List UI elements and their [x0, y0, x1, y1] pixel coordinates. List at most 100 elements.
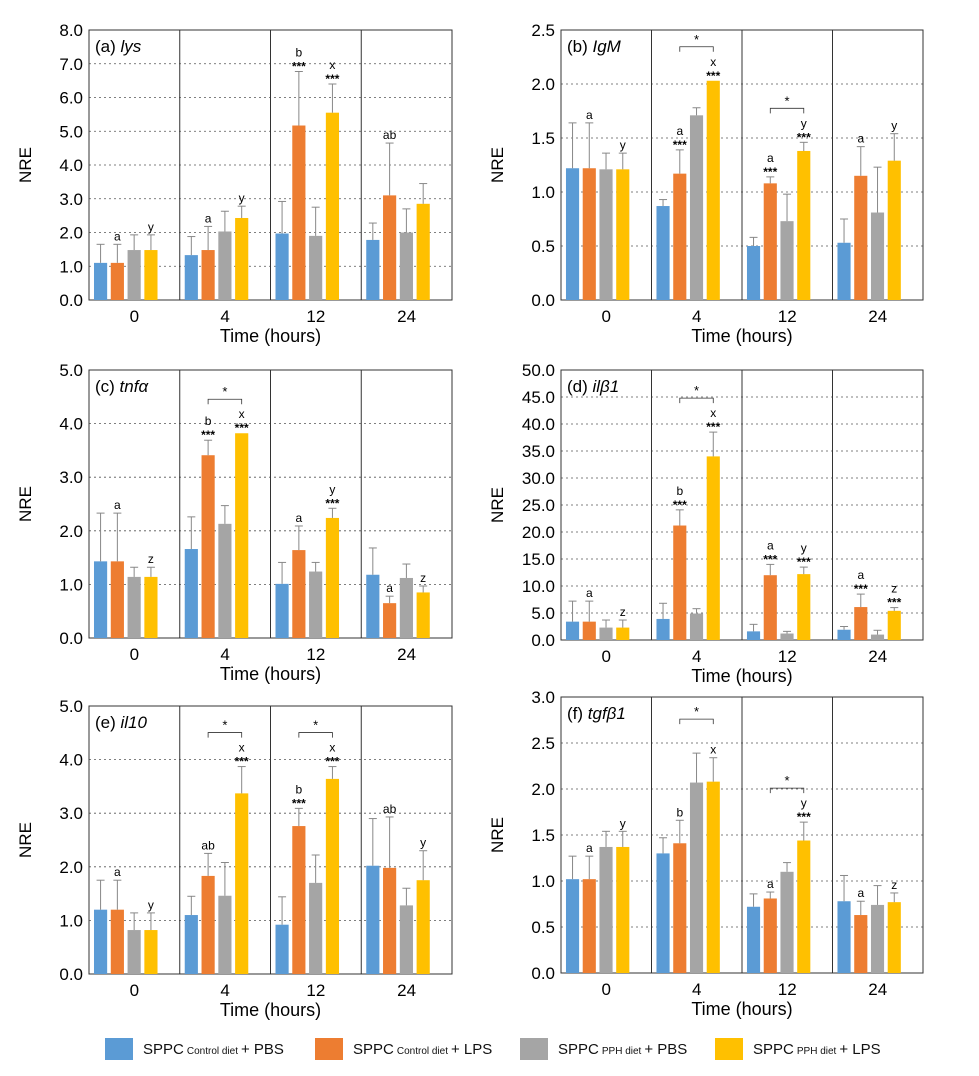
bar: [599, 627, 613, 640]
significance-letter: ab: [201, 838, 215, 852]
bar: [706, 781, 720, 973]
significance-stars: ***: [854, 582, 868, 596]
significance-stars: ***: [763, 165, 777, 179]
legend-item-pph-lps: SPPC PPH diet + LPS: [715, 1038, 881, 1060]
x-tick-label: 4: [220, 307, 229, 326]
significance-letter: y: [620, 138, 626, 152]
significance-letter: y: [801, 541, 807, 555]
y-tick-label: 3.0: [59, 468, 83, 487]
y-axis-title: NRE: [16, 486, 35, 522]
significance-bracket: [679, 718, 714, 725]
bar: [780, 221, 794, 300]
bar: [746, 246, 761, 300]
bar: [275, 924, 289, 974]
bar: [854, 175, 868, 300]
y-tick-label: 1.0: [59, 575, 83, 594]
significance-letter: b: [676, 484, 683, 498]
y-tick-label: 2.5: [531, 734, 555, 753]
legend-label-sub: PPH diet: [601, 1045, 642, 1057]
y-tick-label: 6.0: [59, 89, 83, 108]
significance-stars: ***: [797, 130, 811, 144]
y-tick-label: 5.0: [531, 604, 555, 623]
bar: [383, 195, 397, 300]
x-tick-label: 24: [868, 980, 887, 999]
gene-name: il10: [121, 713, 148, 732]
significance-letter: a: [676, 124, 683, 138]
bar: [706, 80, 720, 300]
bracket-star: *: [694, 704, 699, 719]
panel-letter: (c): [95, 377, 120, 396]
bar: [127, 250, 141, 300]
significance-stars: ***: [887, 596, 901, 610]
legend-label-tail: + LPS: [839, 1040, 881, 1058]
y-tick-label: 35.0: [522, 442, 555, 461]
panel-label: (d) ilβ1: [567, 377, 619, 396]
significance-letter: x: [710, 743, 716, 757]
bar: [275, 233, 289, 300]
bar: [93, 561, 108, 638]
significance-letter: a: [586, 841, 593, 855]
bar: [565, 168, 580, 300]
bar: [399, 577, 413, 638]
bar: [399, 905, 413, 974]
bar: [656, 853, 670, 973]
bar: [854, 915, 868, 973]
significance-letter: y: [420, 836, 426, 850]
y-tick-label: 0.0: [531, 631, 555, 650]
y-tick-label: 45.0: [522, 388, 555, 407]
y-axis-title: NRE: [16, 147, 35, 183]
significance-bracket: [679, 46, 714, 52]
y-axis-title: NRE: [16, 822, 35, 858]
bar: [235, 433, 249, 638]
bar: [309, 882, 323, 974]
gene-name: IgM: [593, 37, 622, 56]
legend: SPPC Control diet + PBS SPPC Control die…: [0, 1030, 979, 1070]
x-tick-label: 12: [778, 647, 797, 666]
significance-bracket: [769, 787, 805, 794]
significance-letter: ab: [383, 802, 397, 816]
bar: [416, 203, 430, 300]
bar: [599, 846, 613, 973]
bar: [656, 618, 670, 640]
plot-frame: [88, 705, 453, 975]
significance-stars: ***: [235, 755, 249, 769]
bar: [870, 904, 885, 973]
significance-letter: y: [329, 482, 335, 496]
x-tick-label: 12: [778, 980, 797, 999]
bracket-star: *: [784, 773, 789, 788]
y-axis-title: NRE: [488, 817, 507, 853]
significance-stars: ***: [235, 421, 249, 435]
significance-letter: a: [114, 865, 121, 879]
bar: [201, 250, 215, 300]
bar: [218, 523, 232, 638]
y-tick-label: 2.0: [59, 224, 83, 243]
bar: [309, 235, 323, 300]
plot-frame: [560, 29, 924, 301]
significance-letter: b: [296, 46, 303, 60]
plot-frame: [560, 696, 924, 974]
panel-letter: (f): [567, 704, 588, 723]
significance-letter: ab: [383, 128, 397, 142]
significance-letter: a: [767, 877, 774, 891]
y-tick-label: 50.0: [522, 361, 555, 380]
bar: [416, 880, 430, 974]
x-tick-label: 12: [306, 307, 325, 326]
y-axis-title: NRE: [488, 147, 507, 183]
bar: [144, 930, 158, 974]
bracket-star: *: [694, 32, 699, 47]
significance-letter: a: [857, 568, 864, 582]
significance-stars: ***: [325, 755, 339, 769]
x-tick-label: 24: [868, 647, 887, 666]
y-tick-label: 4.0: [59, 156, 83, 175]
bar: [201, 455, 215, 638]
x-tick-label: 0: [602, 307, 611, 326]
y-tick-label: 4.0: [59, 751, 83, 770]
bar: [93, 909, 108, 974]
significance-stars: ***: [797, 810, 811, 824]
x-tick-label: 0: [130, 645, 139, 664]
bracket-star: *: [222, 384, 227, 399]
y-tick-label: 3.0: [59, 804, 83, 823]
chart-panel-b: 0.00.51.01.52.02.5ay ***a***x***a***yay**…: [488, 21, 924, 346]
bar: [292, 550, 306, 638]
